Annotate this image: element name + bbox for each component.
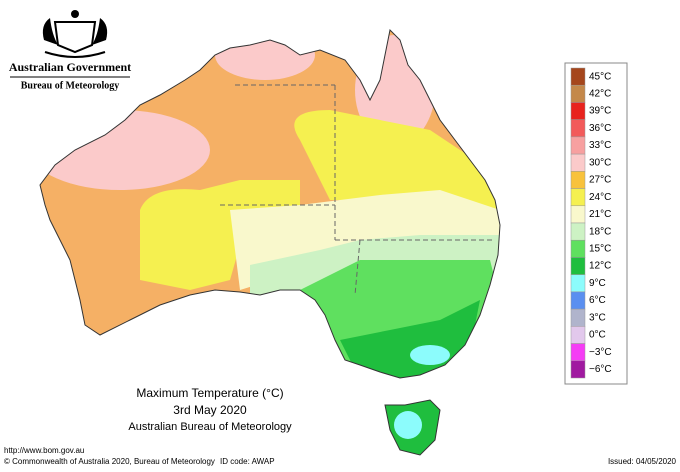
legend-label: 18°C — [589, 226, 611, 237]
legend-swatch — [570, 257, 586, 275]
legend-swatch — [570, 308, 586, 327]
id-code: ID code: AWAP — [220, 457, 275, 466]
legend-label: 39°C — [589, 106, 611, 117]
legend-swatch — [570, 326, 586, 344]
legend-swatch — [570, 239, 586, 258]
legend-swatch — [570, 222, 586, 241]
title: Maximum Temperature (°C) — [136, 386, 283, 400]
legend-label: 45°C — [589, 71, 611, 82]
legend-label: 15°C — [589, 243, 611, 254]
legend-swatch — [570, 153, 586, 172]
legend-label: 27°C — [589, 175, 611, 186]
legend-swatch — [570, 84, 586, 103]
legend-swatch — [570, 274, 586, 293]
bureau: Bureau of Meteorology — [21, 80, 120, 91]
legend-label: 0°C — [589, 330, 606, 341]
legend-label: 6°C — [589, 295, 606, 306]
legend-swatch — [570, 343, 586, 362]
legend-swatch — [570, 171, 586, 189]
date: 3rd May 2020 — [173, 403, 247, 417]
legend-label: 36°C — [589, 123, 611, 134]
url: http://www.bom.gov.au — [4, 446, 84, 455]
government: Australian Government — [9, 60, 131, 74]
legend-swatch — [570, 119, 586, 138]
legend-label: −6°C — [589, 364, 612, 375]
source: Australian Bureau of Meteorology — [128, 421, 292, 433]
legend-label: 9°C — [589, 278, 606, 289]
legend-label: 33°C — [589, 140, 611, 151]
coastline — [39, 28, 501, 456]
issued: Issued: 04/05/2020 — [608, 457, 677, 466]
legend-swatch — [570, 67, 586, 86]
copyright: © Commonwealth of Australia 2020, Bureau… — [4, 457, 215, 466]
legend-label: 3°C — [589, 312, 606, 323]
legend-label: −3°C — [589, 347, 612, 358]
legend-swatch — [570, 360, 586, 379]
legend-label: 21°C — [589, 209, 611, 220]
legend-label: 30°C — [589, 157, 611, 168]
legend: 45°C 42°C 39°C 36°C 33°C 30°C 27°C 24°C 21°C 18°C… — [570, 67, 612, 379]
legend-label: 42°C — [589, 88, 611, 99]
crest — [42, 10, 108, 58]
legend-swatch — [570, 205, 586, 224]
legend-swatch — [570, 291, 586, 310]
legend-label: 12°C — [589, 261, 611, 272]
legend-swatch — [570, 102, 586, 120]
legend-swatch — [570, 136, 586, 155]
legend-label: 24°C — [589, 192, 611, 203]
legend-swatch — [570, 188, 586, 207]
